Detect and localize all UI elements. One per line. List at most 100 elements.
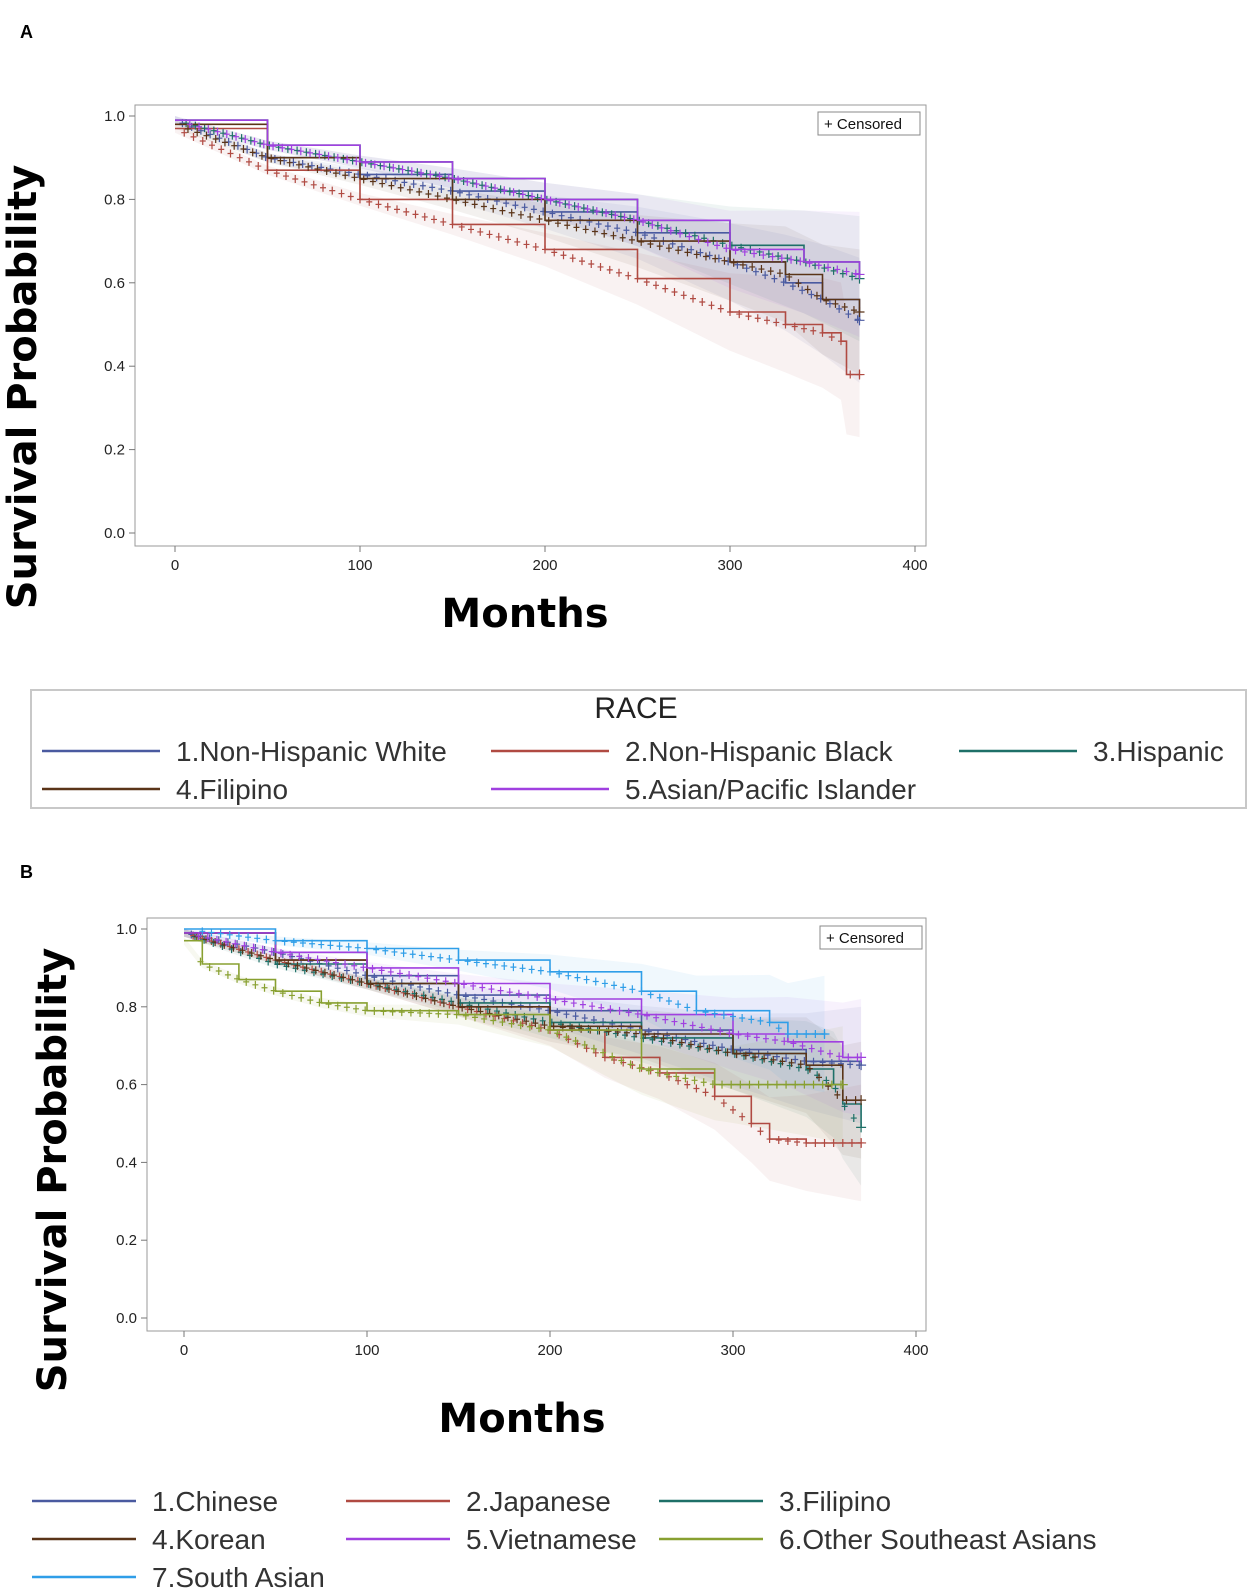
censor-mark [656,242,663,251]
censor-mark [665,996,672,1005]
censor-mark [362,1006,369,1015]
censor-mark [442,977,449,986]
censor-mark [556,198,563,207]
censor-mark [371,160,378,169]
censor-mark [525,991,532,1000]
censor-mark [841,302,848,311]
censor-mark [530,205,537,214]
censor-mark [823,1076,830,1085]
censor-mark [625,1008,632,1017]
censor-mark [784,1137,791,1146]
censor-mark [486,230,493,239]
censor-mark [351,961,358,970]
censor-mark [584,204,591,213]
censor-mark [762,1034,769,1043]
censor-mark [530,1014,537,1023]
censor-mark [775,252,782,261]
censor-mark [252,980,259,989]
censor-mark [307,148,314,157]
censor-mark [529,192,536,201]
y-tick-label: 0.8 [104,191,125,208]
legend-item-2-japanese: 2.Japanese [346,1486,611,1517]
censor-mark [446,954,453,963]
censor-mark [761,1054,768,1063]
censor-mark [780,278,787,287]
legend-label-7-south-asian: 7.South Asian [152,1562,325,1588]
censor-mark [231,141,238,150]
censor-mark [277,949,284,958]
censor-mark [437,953,444,962]
censor-mark [239,946,246,955]
censor-mark [406,185,413,194]
censor-mark [744,1032,751,1041]
censor-mark [794,1030,801,1039]
censor-mark [746,1080,753,1089]
censor-mark [688,245,695,254]
censor-mark [220,129,227,138]
censor-mark [419,181,426,190]
censor-mark [742,1051,749,1060]
censor-mark [480,202,487,211]
censor-mark [204,933,211,942]
censor-mark [617,212,624,221]
censor-mark [541,1021,548,1030]
censor-mark [658,223,665,232]
y-axis-title-a: Survival Probability [0,165,46,610]
censor-mark [492,184,499,193]
series-line-2-non-hispanic-black [175,127,860,376]
censor-mark [434,192,441,201]
panel-b-plot: 0 100 200 300 400 0.0 0.2 0.4 0.6 0.8 1.0 + Censor… [30,917,929,1442]
censor-mark [186,120,193,129]
censor-mark [403,207,410,216]
censor-mark [462,1011,469,1020]
censor-mark [647,240,654,249]
y-tick-label: 0.2 [116,1232,137,1249]
legend-label-2-japanese: 2.Japanese [466,1486,611,1517]
censor-mark [482,182,489,191]
censor-mark [625,271,632,280]
censor-mark [195,932,202,941]
panel-a-plot: 0 100 200 300 400 0.0 0.2 0.4 0.6 0.8 1.0 + Censor… [0,104,928,637]
y-tick-label: 0.0 [116,1310,137,1327]
censor-mark [215,967,222,976]
censor-mark [826,299,833,308]
censor-mark [675,1076,682,1085]
censor-mark [848,1138,855,1147]
censor-mark-end [854,315,865,326]
censor-mark [578,1024,585,1033]
censor-mark [709,1080,716,1089]
censor-mark [753,1033,760,1042]
censor-mark [643,1011,650,1020]
censor-mark [654,221,661,230]
censor-mark [791,322,798,331]
censor-mark-end [856,1137,867,1148]
censor-mark [270,986,277,995]
censor-mark [715,1046,722,1055]
censor-mark [273,169,280,178]
censor-mark [735,1030,742,1039]
censor-mark [444,1010,451,1019]
series-line-4-korean [184,932,862,1101]
censor-mark [803,1030,810,1039]
censor-mark [669,1036,676,1045]
censor-mark [638,987,645,996]
censor-mark [247,136,254,145]
censor-mark [547,967,553,976]
legend-item-2-non-hispanic-black: 2.Non-Hispanic Black [491,736,894,767]
censor-mark [562,199,569,208]
censor-mark [825,1082,832,1091]
censor-mark [748,1015,755,1024]
censor-mark [338,189,345,198]
censor-mark [819,328,826,337]
censor-mark [305,162,312,171]
censor-mark [627,214,634,223]
censor-mark [287,950,294,959]
censor-mark [194,128,201,137]
censor-mark [638,237,645,246]
censor-mark [431,215,437,224]
censor-mark [552,995,559,1004]
censor-mark [733,1050,740,1059]
censor-mark [549,209,556,218]
censor-mark [353,157,360,166]
censor-mark [279,989,286,998]
